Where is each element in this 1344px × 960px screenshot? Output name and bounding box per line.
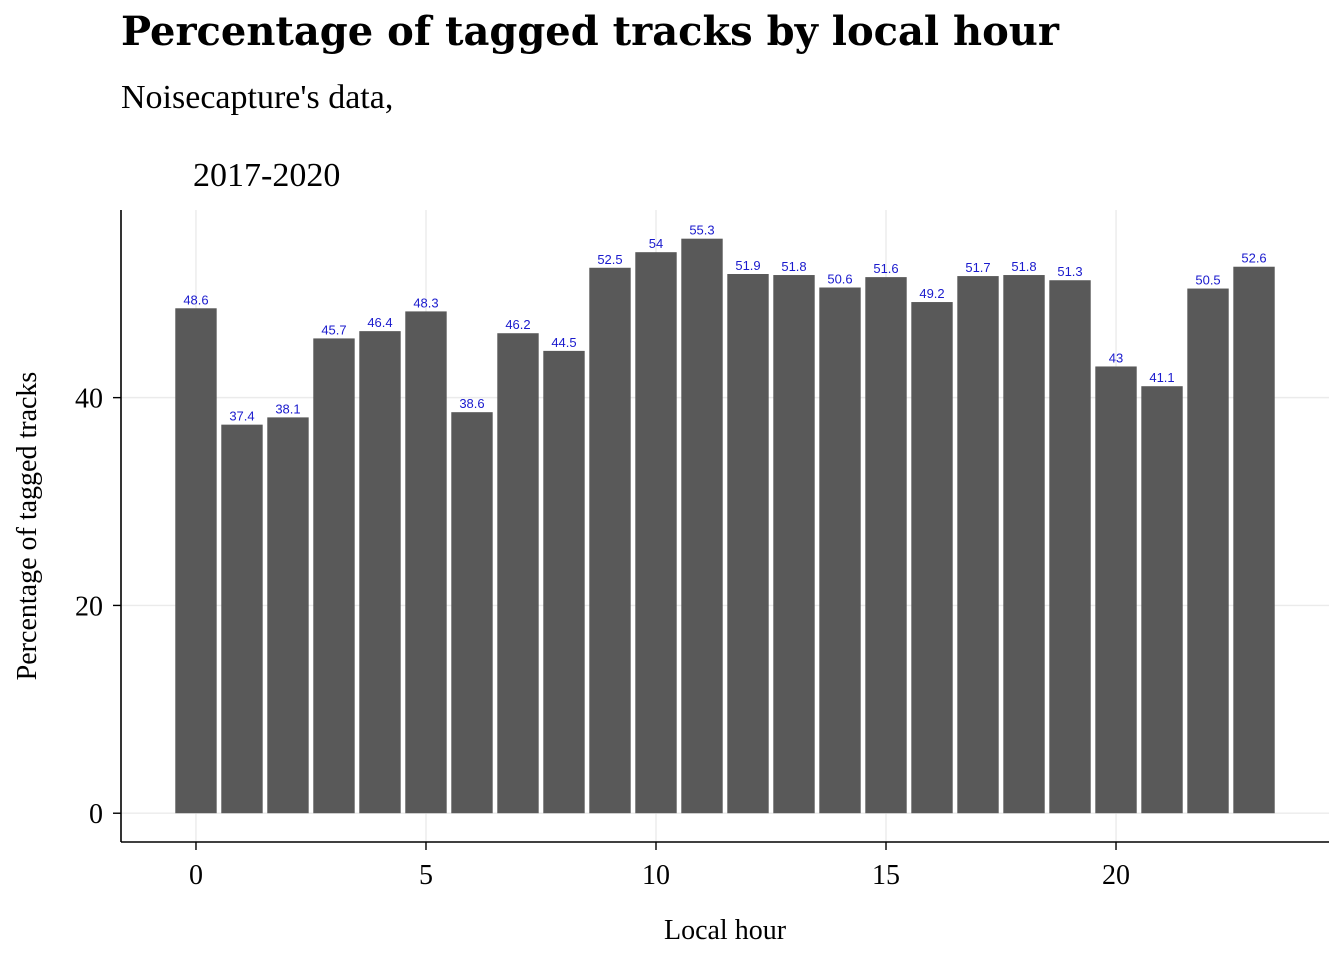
bar-hour-7 [497,333,539,814]
data-label-hour-14: 50.6 [827,272,852,287]
bar-hour-6 [451,412,493,814]
data-label-hour-12: 51.9 [735,258,760,273]
bar-hour-13 [773,275,815,814]
bar-hour-18 [1003,275,1045,814]
bar-hour-21 [1141,386,1183,814]
data-label-hour-19: 51.3 [1057,264,1082,279]
data-label-hour-9: 52.5 [597,252,622,267]
data-label-hour-4: 46.4 [367,315,392,330]
y-tick-label-20: 20 [75,591,103,622]
data-label-hour-18: 51.8 [1011,259,1036,274]
data-label-hour-16: 49.2 [919,286,944,301]
data-label-hour-6: 38.6 [459,396,484,411]
y-tick-label-0: 0 [89,799,103,830]
x-axis-title: Local hour [664,915,787,946]
bars [175,238,1275,814]
bar-hour-9 [589,267,631,814]
bar-hour-0 [175,308,217,814]
data-label-hour-1: 37.4 [229,409,254,424]
chart-subtitle-line-2: 2017-2020 [193,157,340,194]
chart-title: Percentage of tagged tracks by local hou… [121,8,1060,55]
bar-hour-19 [1049,280,1091,814]
y-tick-label-40: 40 [75,384,103,415]
data-label-hour-7: 46.2 [505,317,530,332]
y-axis-ticks: 0 20 40 [75,384,121,830]
bar-hour-16 [911,302,953,814]
bar-hour-5 [405,311,447,814]
x-tick-label-10: 10 [642,860,670,891]
bar-hour-3 [313,338,355,814]
bar-hour-23 [1233,266,1275,814]
x-tick-label-15: 15 [872,860,900,891]
data-label-hour-5: 48.3 [413,295,438,310]
bar-hour-11 [681,238,723,814]
data-label-hour-0: 48.6 [183,292,208,307]
bar-hour-22 [1187,288,1229,814]
data-label-hour-22: 50.5 [1195,273,1220,288]
data-label-hour-11: 55.3 [689,223,714,238]
chart-subtitle-line-1: Noisecapture's data, [121,79,393,116]
bar-hour-2 [267,417,309,814]
bar-hour-14 [819,287,861,814]
x-tick-label-5: 5 [419,860,433,891]
data-label-hour-2: 38.1 [275,401,300,416]
data-label-hour-13: 51.8 [781,259,806,274]
bar-hour-8 [543,350,585,814]
data-label-hour-21: 41.1 [1149,370,1174,385]
data-label-hour-8: 44.5 [551,335,576,350]
bar-hour-1 [221,424,263,814]
y-axis-title: Percentage of tagged tracks [12,372,43,681]
data-label-hour-3: 45.7 [321,322,346,337]
bar-hour-4 [359,331,401,814]
x-tick-label-0: 0 [189,860,203,891]
bar-hour-10 [635,252,677,814]
bar-hour-15 [865,277,907,814]
bar-hour-20 [1095,366,1137,814]
bar-hour-12 [727,274,769,814]
bar-hour-17 [957,276,999,814]
data-label-hour-10: 54 [649,236,663,251]
data-label-hour-17: 51.7 [965,260,990,275]
x-axis-ticks: 0 5 10 15 20 [189,842,1130,891]
x-tick-label-20: 20 [1102,860,1130,891]
data-labels: 48.6 37.4 38.1 45.7 46.4 48.3 38.6 46.2 44.5 52.5… [183,223,1266,424]
data-label-hour-15: 51.6 [873,261,898,276]
data-label-hour-23: 52.6 [1241,251,1266,266]
data-label-hour-20: 43 [1109,350,1123,365]
